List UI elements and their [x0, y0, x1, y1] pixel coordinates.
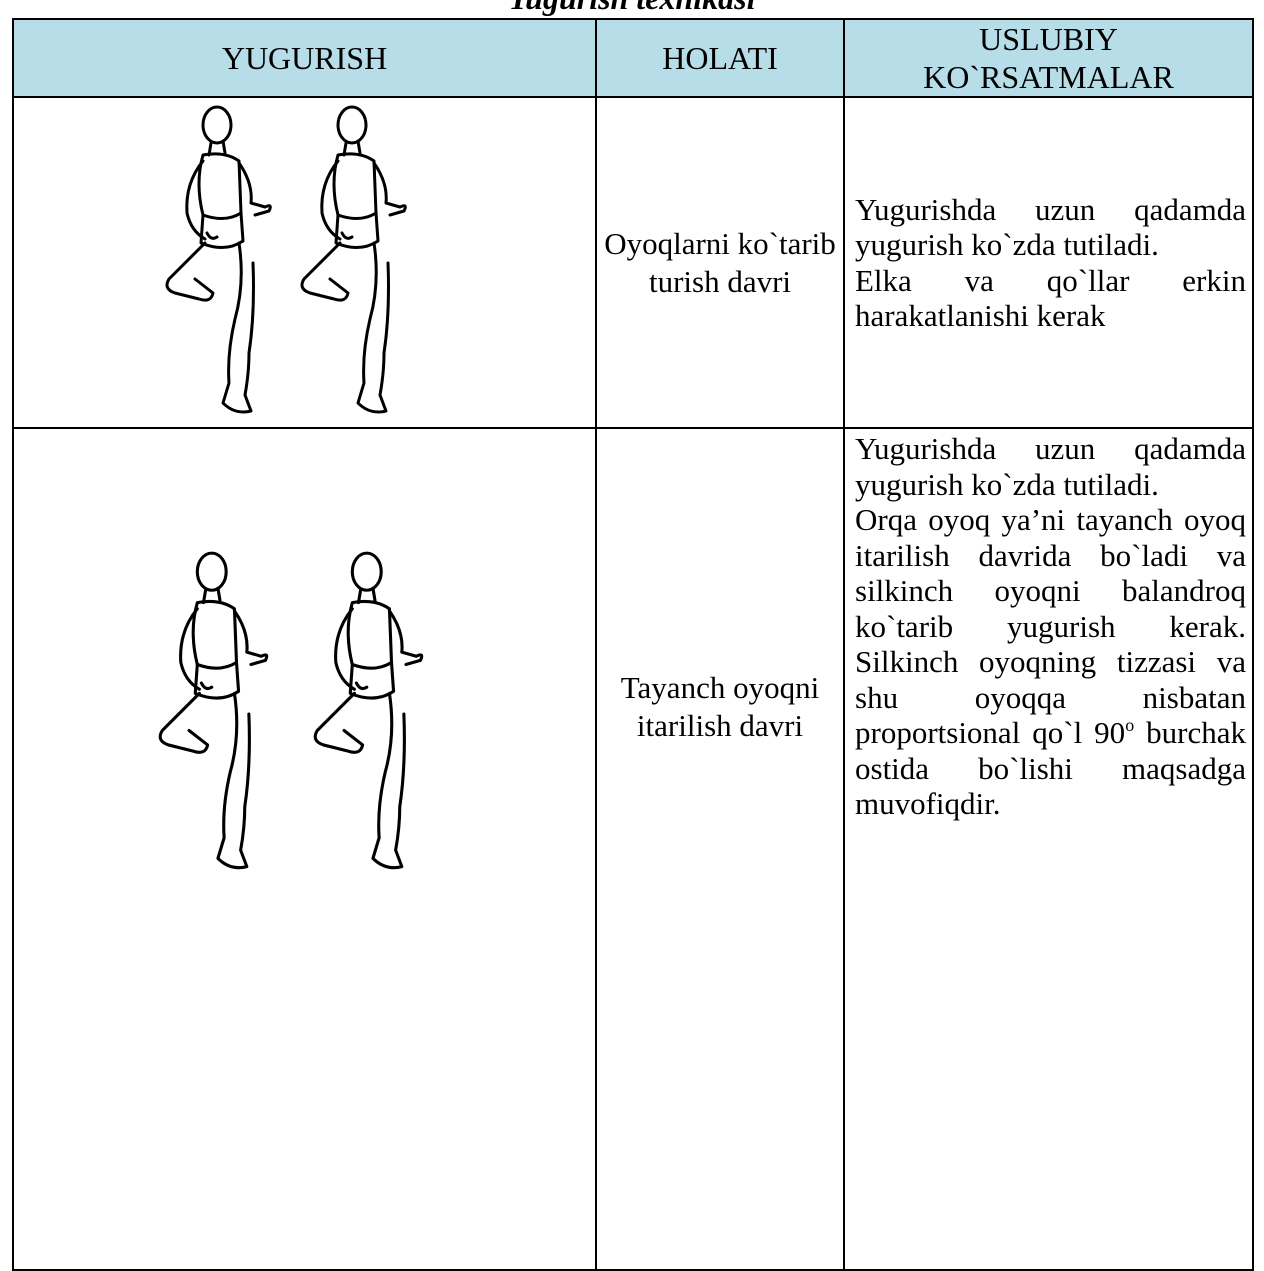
runner — [158, 551, 268, 870]
runner — [299, 104, 407, 414]
superscript: o — [1125, 715, 1135, 735]
runner-illustration — [158, 551, 423, 870]
paragraph: Yugurishda uzun qadamda yugurish ko`zda … — [855, 431, 1246, 502]
instructions-cell: Yugurishda uzun qadamda yugurish ko`zda … — [843, 96, 1254, 429]
header-row: YUGURISH HOLATI USLUBIY KO`RSATMALAR — [12, 18, 1254, 98]
runner-illustration — [165, 104, 407, 414]
text: Orqa oyoq ya’ni tayanch oyoq itarilish d… — [855, 502, 1246, 750]
instructions-cell: Yugurishda uzun qadamda yugurish ko`zda … — [843, 427, 1254, 1271]
paragraph: Yugurishda uzun qadamda yugurish ko`zda … — [855, 191, 1246, 263]
text: burchak ostida bo`lishi maqsadga muvofiq… — [855, 715, 1246, 821]
header-cell: HOLATI — [595, 18, 845, 98]
state-cell: Oyoqlarni ko`tarib turish davri — [595, 96, 845, 429]
image-cell — [12, 427, 597, 1271]
paragraph: Elka va qo`llar erkin harakatlanishi ker… — [855, 262, 1246, 334]
state-cell: Tayanch oyoqni itarilish davri — [595, 427, 845, 1271]
header-cell: USLUBIY KO`RSATMALAR — [843, 18, 1254, 98]
table-row: Tayanch oyoqni itarilish davri Yugurishd… — [12, 427, 1254, 1271]
image-cell — [12, 96, 597, 429]
table-row: Oyoqlarni ko`tarib turish davri Yugurish… — [12, 96, 1254, 429]
document-title: Yugurish texnikasi — [0, 0, 1264, 17]
running-table: YUGURISH HOLATI USLUBIY KO`RSATMALAR Oyo… — [12, 18, 1254, 1271]
header-cell: YUGURISH — [12, 18, 597, 98]
runner — [312, 551, 423, 870]
paragraph: Orqa oyoq ya’ni tayanch oyoq itarilish d… — [855, 502, 1246, 822]
runner — [165, 105, 272, 413]
